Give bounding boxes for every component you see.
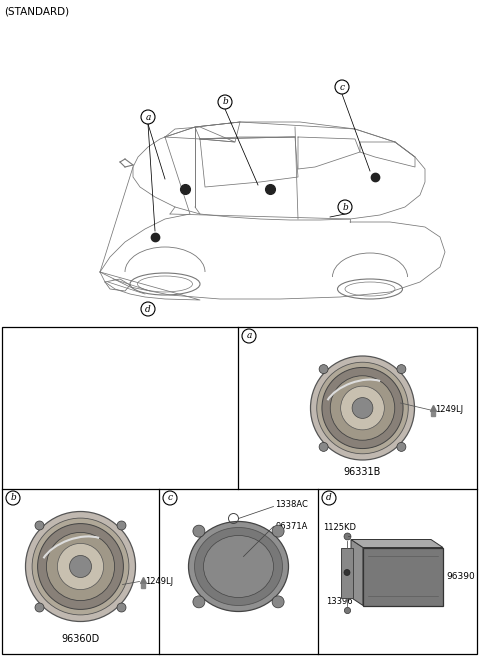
Circle shape <box>32 518 129 615</box>
Text: d: d <box>326 493 332 503</box>
Circle shape <box>272 596 284 608</box>
Circle shape <box>338 200 352 214</box>
Circle shape <box>163 491 177 505</box>
Bar <box>363 547 443 606</box>
Text: b: b <box>10 493 16 503</box>
Circle shape <box>35 521 44 530</box>
Text: 96331B: 96331B <box>344 467 381 477</box>
Circle shape <box>58 543 104 589</box>
Polygon shape <box>351 539 363 606</box>
Ellipse shape <box>194 528 283 606</box>
Circle shape <box>242 329 256 343</box>
Circle shape <box>37 524 123 610</box>
Text: a: a <box>145 112 151 122</box>
Circle shape <box>193 596 205 608</box>
Ellipse shape <box>189 522 288 612</box>
Circle shape <box>322 367 403 449</box>
Ellipse shape <box>204 535 274 597</box>
Bar <box>341 547 353 597</box>
Circle shape <box>272 525 284 537</box>
Circle shape <box>141 302 155 316</box>
Text: c: c <box>339 83 345 91</box>
Circle shape <box>6 491 20 505</box>
Text: d: d <box>145 304 151 313</box>
Circle shape <box>335 80 349 94</box>
Circle shape <box>319 442 328 451</box>
Circle shape <box>317 362 408 454</box>
Text: b: b <box>222 97 228 106</box>
Circle shape <box>330 376 395 440</box>
Circle shape <box>397 442 406 451</box>
Text: 1125KD: 1125KD <box>323 524 356 533</box>
Circle shape <box>70 556 92 578</box>
Text: 96371A: 96371A <box>276 522 308 531</box>
Circle shape <box>352 397 373 419</box>
Circle shape <box>141 110 155 124</box>
Bar <box>2 327 477 654</box>
Circle shape <box>47 532 115 600</box>
Text: b: b <box>342 202 348 212</box>
Text: 13396: 13396 <box>326 597 353 606</box>
Text: 1249LJ: 1249LJ <box>435 405 464 415</box>
Circle shape <box>35 603 44 612</box>
Text: c: c <box>168 493 172 503</box>
Circle shape <box>311 356 415 460</box>
Circle shape <box>344 570 350 576</box>
Circle shape <box>117 521 126 530</box>
Text: 96390: 96390 <box>446 572 475 581</box>
Circle shape <box>218 95 232 109</box>
Text: (STANDARD): (STANDARD) <box>4 6 69 16</box>
Circle shape <box>319 365 328 374</box>
Circle shape <box>322 491 336 505</box>
Circle shape <box>397 365 406 374</box>
Circle shape <box>341 386 384 430</box>
Polygon shape <box>351 539 443 547</box>
Text: 96360D: 96360D <box>61 634 100 644</box>
Circle shape <box>25 512 135 622</box>
Text: a: a <box>246 332 252 340</box>
Text: 1338AC: 1338AC <box>276 500 308 509</box>
Circle shape <box>193 525 205 537</box>
Text: 1249LJ: 1249LJ <box>145 577 174 586</box>
Circle shape <box>117 603 126 612</box>
